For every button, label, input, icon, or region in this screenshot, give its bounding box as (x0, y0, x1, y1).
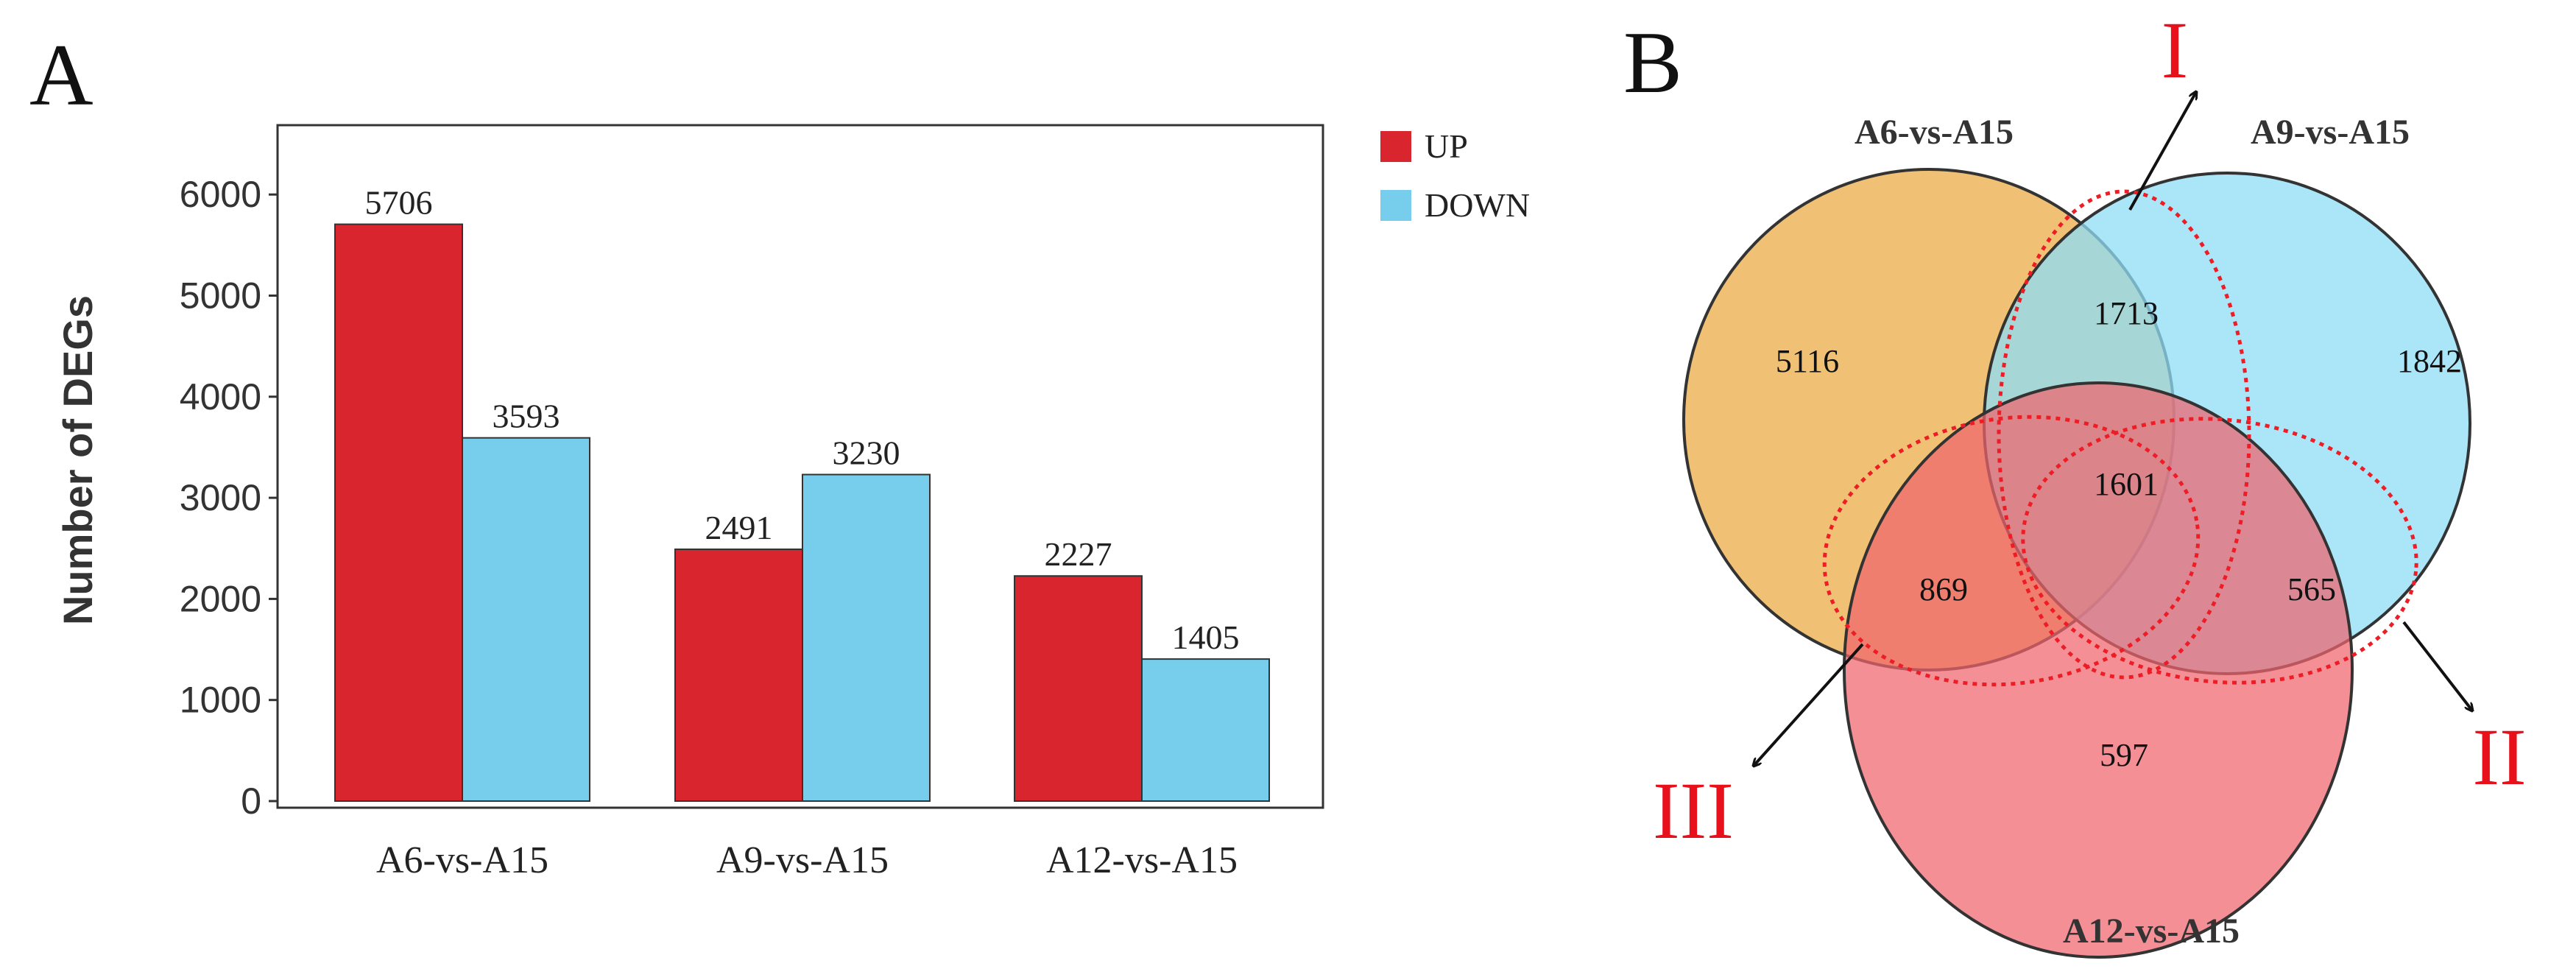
highlight-overlap-a6-a9 (1997, 189, 2251, 680)
y-tick-label: 0 (241, 780, 261, 822)
bar-down-a12-vs-a15 (1141, 658, 1270, 802)
y-axis-title: Number of DEGs (54, 295, 101, 625)
bar-chart: 5706 3593 2491 3230 2227 1405 0 1000 2000 3000 40… (54, 124, 1530, 881)
venn-region-a6-a12: 869 (1919, 571, 1968, 607)
panel-b-label: B (1623, 13, 1682, 111)
y-tick-label: 5000 (180, 275, 261, 317)
bar-up-a12-vs-a15 (1014, 575, 1143, 802)
venn-region-a12-only: 597 (2100, 737, 2148, 773)
x-tick-label: A9-vs-A15 (716, 839, 889, 881)
y-tick-label: 4000 (180, 376, 261, 417)
legend-label-down: DOWN (1425, 186, 1530, 224)
venn-set-label-a9: A9-vs-A15 (2251, 113, 2410, 152)
venn-set-label-a12: A12-vs-A15 (2063, 912, 2240, 951)
bar-value-label: 5706 (365, 184, 433, 222)
annotation-i: I (2162, 5, 2189, 95)
bar-down-a9-vs-a15 (802, 473, 931, 802)
x-tick-label: A12-vs-A15 (1046, 839, 1238, 881)
bar-value-label: 3593 (493, 398, 560, 435)
y-tick-label: 1000 (180, 680, 261, 721)
legend-label-up: UP (1425, 127, 1468, 165)
bar-up-a6-vs-a15 (334, 223, 463, 802)
y-axis: 0 1000 2000 3000 4000 5000 6000 (180, 174, 278, 822)
arrow-iii (1754, 643, 1864, 766)
y-tick-label: 6000 (180, 174, 261, 215)
arrow-i (2128, 92, 2196, 211)
y-tick-label: 2000 (180, 578, 261, 619)
highlight-overlap-a6-a12 (1822, 415, 2201, 687)
legend: UP DOWN (1380, 127, 1530, 224)
venn-region-a6-only: 5116 (1776, 343, 1839, 379)
bar-label-layer: 5706 3593 2491 3230 2227 1405 (365, 184, 1240, 657)
bar-layer (334, 223, 1270, 803)
annotation-ii: II (2472, 712, 2526, 802)
venn-region-a6-a9: 1713 (2094, 295, 2159, 331)
annotation-iii: III (1653, 766, 1734, 856)
venn-set-label-a6: A6-vs-A15 (1855, 113, 2014, 152)
bar-value-label: 1405 (1172, 618, 1240, 656)
bar-up-a9-vs-a15 (674, 548, 803, 803)
venn-set-a12 (1843, 381, 2354, 959)
legend-swatch-down (1380, 190, 1411, 221)
venn-region-a9-only: 1842 (2397, 343, 2462, 379)
arrow-ii (2402, 621, 2472, 711)
bar-value-label: 2491 (705, 509, 773, 546)
highlight-overlap-a9-a12 (2021, 417, 2418, 685)
bar-value-label: 2227 (1045, 535, 1112, 573)
plot-frame (276, 124, 1324, 809)
bar-value-label: 3230 (833, 434, 900, 472)
panel-a-label: A (29, 26, 93, 124)
bar-down-a6-vs-a15 (462, 437, 590, 802)
venn-region-a9-a12: 565 (2287, 571, 2336, 607)
venn-diagram: A6-vs-A15 A9-vs-A15 A12-vs-A15 5116 1842… (1653, 5, 2527, 959)
x-axis: A6-vs-A15 A9-vs-A15 A12-vs-A15 (376, 839, 1238, 881)
x-tick-label: A6-vs-A15 (376, 839, 548, 881)
y-tick-label: 3000 (180, 477, 261, 518)
legend-swatch-up (1380, 131, 1411, 162)
venn-region-all: 1601 (2094, 466, 2159, 502)
